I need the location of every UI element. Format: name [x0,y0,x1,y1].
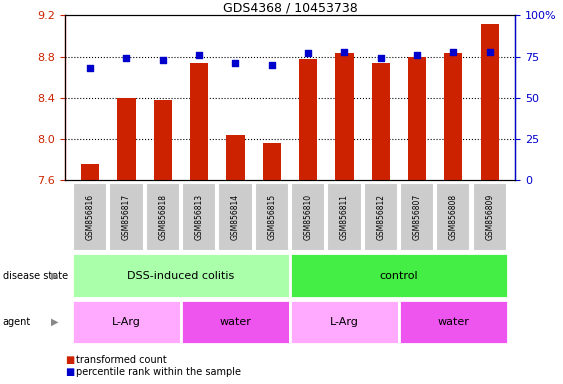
Bar [290,253,508,298]
Text: transformed count: transformed count [76,355,167,365]
Text: GSM856813: GSM856813 [195,194,204,240]
Bar [182,183,216,251]
Bar [327,183,361,251]
Bar [72,300,181,344]
Point [267,62,276,68]
Bar [444,53,462,180]
Text: GSM856815: GSM856815 [267,194,276,240]
Bar [290,300,399,344]
Text: L-Arg: L-Arg [112,316,141,327]
Text: ■: ■ [65,367,74,377]
Point [86,65,95,71]
Bar [481,24,499,180]
Point [158,57,167,63]
Point [195,52,204,58]
Bar [73,183,107,251]
Text: L-Arg: L-Arg [330,316,359,327]
Text: GSM856817: GSM856817 [122,194,131,240]
Bar [81,164,99,180]
Bar [372,63,390,180]
Bar [291,183,325,251]
Bar [72,253,290,298]
Text: GSM856818: GSM856818 [158,194,167,240]
Text: GSM856811: GSM856811 [340,194,349,240]
Text: GSM856810: GSM856810 [303,194,312,240]
Bar [299,59,317,180]
Text: ▶: ▶ [51,270,59,281]
Text: GSM856816: GSM856816 [86,194,95,240]
Point [122,55,131,61]
Point [340,49,349,55]
Text: GSM856809: GSM856809 [485,194,494,240]
Title: GDS4368 / 10453738: GDS4368 / 10453738 [222,1,358,14]
Text: water: water [220,316,252,327]
Bar [400,183,434,251]
Text: ■: ■ [65,355,74,365]
Bar [263,143,281,180]
Text: DSS-induced colitis: DSS-induced colitis [127,270,235,281]
Text: GSM856812: GSM856812 [376,194,385,240]
Text: water: water [437,316,470,327]
Bar [254,183,289,251]
Point [449,49,458,55]
Bar [190,63,208,180]
Bar [364,183,398,251]
Bar [218,183,253,251]
Bar [154,100,172,180]
Bar [436,183,471,251]
Bar [181,300,290,344]
Text: control: control [379,270,418,281]
Point [303,50,312,56]
Bar [399,300,508,344]
Bar [408,56,426,180]
Bar [336,53,354,180]
Point [485,49,494,55]
Point [231,60,240,66]
Text: GSM856814: GSM856814 [231,194,240,240]
Text: ▶: ▶ [51,316,59,327]
Text: GSM856807: GSM856807 [413,194,422,240]
Point [376,55,385,61]
Text: GSM856808: GSM856808 [449,194,458,240]
Bar [118,98,136,180]
Text: percentile rank within the sample: percentile rank within the sample [76,367,241,377]
Bar [226,135,244,180]
Text: agent: agent [3,316,31,327]
Bar [109,183,144,251]
Bar [146,183,180,251]
Text: disease state: disease state [3,270,68,281]
Bar [473,183,507,251]
Point [413,52,422,58]
